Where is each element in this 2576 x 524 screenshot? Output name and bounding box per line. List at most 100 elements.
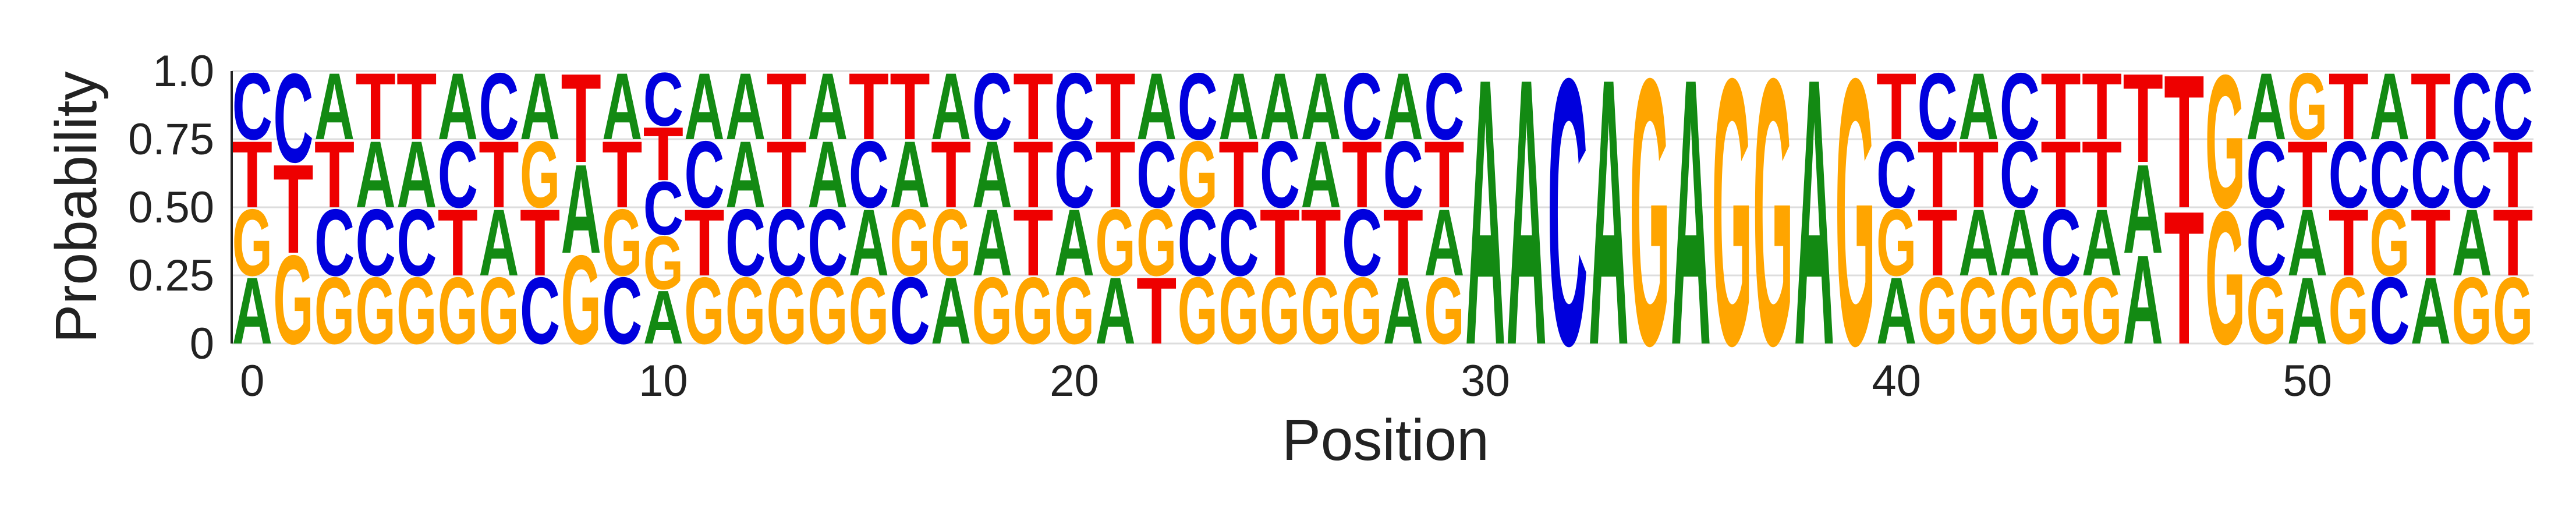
logo-letter-T: T	[396, 53, 437, 159]
logo-letter-A: A	[2287, 190, 2327, 296]
logo-letter-A: A	[1876, 259, 1916, 364]
logo-letter-T: T	[1876, 53, 1916, 159]
svg-text:G: G	[2040, 257, 2081, 364]
y-tick-label: 0.50	[128, 183, 214, 232]
svg-text:G: G	[1876, 189, 1916, 296]
svg-text:A: A	[1260, 54, 1300, 160]
logo-letter-A: A	[438, 54, 478, 160]
svg-text:G: G	[725, 257, 766, 364]
svg-text:G: G	[1753, 0, 1793, 424]
y-tick-label: 0.75	[128, 115, 214, 164]
svg-text:G: G	[2451, 257, 2492, 364]
logo-letter-G: G	[314, 257, 355, 364]
svg-text:C: C	[1342, 54, 1382, 160]
logo-letter-G: G	[1958, 257, 1999, 364]
svg-text:C: C	[2411, 122, 2451, 228]
x-tick-label: 0	[240, 356, 264, 406]
svg-text:T: T	[561, 47, 601, 189]
logo-letter-G: G	[2451, 257, 2492, 364]
svg-text:A: A	[2287, 259, 2327, 364]
logo-letter-T: T	[2493, 121, 2533, 227]
logo-letter-T: T	[520, 189, 560, 295]
svg-text:G: G	[273, 229, 313, 371]
logo-letter-T: T	[1218, 121, 1259, 227]
logo-letter-T: T	[561, 47, 601, 189]
svg-text:C: C	[602, 259, 642, 364]
logo-letter-G: G	[849, 257, 889, 364]
logo-letter-A: A	[972, 190, 1012, 296]
logo-letter-C: C	[767, 190, 807, 296]
logo-letter-G: G	[2040, 257, 2081, 364]
svg-text:G: G	[1918, 257, 1958, 364]
logo-letter-T: T	[2411, 53, 2451, 159]
y-tick-label: 1.0	[153, 47, 214, 96]
logo-letter-G: G	[561, 229, 601, 371]
logo-letter-A: A	[2246, 54, 2286, 160]
logo-letter-G: G	[1918, 257, 1958, 364]
logo-letter-C: C	[2000, 54, 2040, 160]
svg-text:G: G	[479, 257, 519, 364]
logo-letter-C: C	[684, 122, 724, 228]
logo-letter-A: A	[1301, 54, 1341, 160]
logo-letter-T: T	[2082, 53, 2122, 159]
logo-letter-T: T	[1958, 121, 1999, 227]
svg-text:G: G	[1712, 0, 1752, 424]
svg-text:C: C	[1178, 54, 1218, 160]
svg-text:A: A	[725, 122, 766, 228]
svg-text:C: C	[2040, 190, 2081, 296]
logo-letter-C: C	[643, 166, 683, 251]
logo-letter-T: T	[2493, 189, 2533, 295]
logo-letter-G: G	[1013, 257, 1053, 364]
svg-text:T: T	[2287, 121, 2327, 227]
logo-letter-A: A	[807, 54, 848, 160]
svg-text:T: T	[2493, 189, 2533, 295]
svg-text:A: A	[1794, 0, 1834, 424]
logo-letter-A: A	[643, 275, 683, 360]
svg-text:G: G	[2246, 257, 2286, 364]
svg-text:C: C	[2329, 122, 2369, 228]
logo-letter-C: C	[1178, 54, 1218, 160]
logo-letter-G: G	[643, 220, 683, 305]
svg-text:A: A	[2369, 54, 2410, 160]
svg-text:A: A	[807, 54, 848, 160]
logo-letter-T: T	[1424, 121, 1464, 227]
svg-text:T: T	[643, 111, 683, 196]
logo-letter-T: T	[1013, 53, 1053, 159]
logo-letter-C: C	[643, 57, 683, 142]
logo-letter-A: A	[314, 54, 355, 160]
logo-letter-T: T	[767, 121, 807, 227]
svg-text:T: T	[602, 121, 642, 227]
logo-letter-G: G	[2000, 257, 2040, 364]
logo-letter-T: T	[1383, 189, 1423, 295]
logo-letter-C: C	[1547, 0, 1588, 424]
svg-text:C: C	[2493, 54, 2533, 160]
logo-letter-C: C	[1054, 54, 1094, 160]
svg-text:G: G	[1178, 121, 1218, 228]
logo-letter-C: C	[232, 54, 272, 160]
svg-text:T: T	[314, 121, 355, 227]
grid-lines	[232, 70, 2534, 345]
logo-letter-C: C	[1383, 122, 1423, 228]
logo-letter-C: C	[1218, 190, 1259, 296]
svg-text:A: A	[1136, 54, 1177, 160]
svg-text:G: G	[1342, 257, 1382, 364]
logo-letter-C: C	[2369, 259, 2410, 364]
svg-text:G: G	[849, 257, 889, 364]
svg-text:T: T	[1958, 121, 1999, 227]
svg-text:A: A	[643, 275, 683, 360]
svg-text:T: T	[1095, 121, 1135, 227]
svg-text:A: A	[1301, 122, 1341, 228]
logo-letter-A: A	[396, 122, 437, 228]
svg-text:C: C	[438, 122, 478, 228]
svg-text:G: G	[684, 257, 724, 364]
svg-text:A: A	[438, 54, 478, 160]
logo-letter-A: A	[1794, 0, 1834, 424]
logo-letter-C: C	[1876, 122, 1916, 228]
svg-text:G: G	[1260, 257, 1300, 364]
svg-text:A: A	[849, 190, 889, 296]
svg-text:C: C	[356, 190, 396, 296]
logo-letter-G: G	[396, 257, 437, 364]
svg-text:A: A	[972, 122, 1012, 228]
svg-text:T: T	[1013, 189, 1053, 295]
svg-text:A: A	[1958, 190, 1999, 296]
